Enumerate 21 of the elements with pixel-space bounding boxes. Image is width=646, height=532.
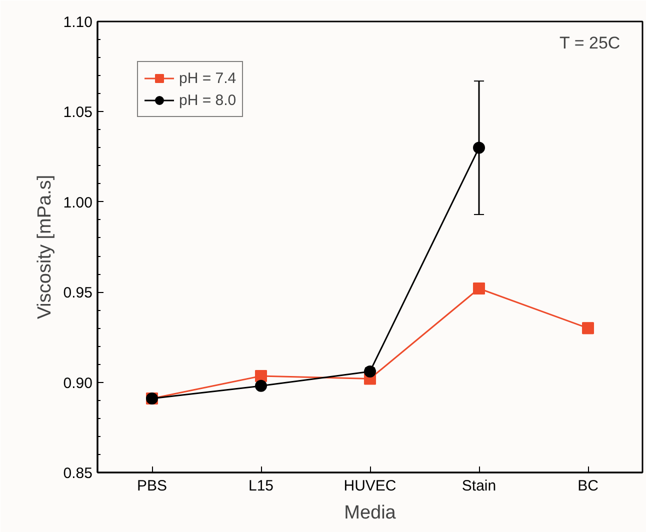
x-tick-label: HUVEC (344, 478, 396, 494)
y-tick-label: 1.00 (63, 194, 93, 212)
point (473, 282, 485, 294)
y-tick-label: 0.90 (63, 374, 93, 392)
point (473, 142, 485, 154)
x-axis-title: Media (344, 502, 396, 524)
y-tick-label: 0.85 (63, 465, 93, 482)
y-axis-title: Viscosity [mPa.s] (34, 174, 56, 320)
point (364, 365, 376, 378)
point (255, 370, 267, 382)
point (255, 380, 267, 392)
legend-label: pH = 7.4 (179, 70, 236, 86)
x-tick-label: BC (578, 478, 599, 494)
annotation: T = 25C (560, 34, 620, 52)
y-tick-label: 1.10 (63, 14, 93, 31)
x-tick-label: PBS (136, 478, 168, 494)
y-tick-label: 1.05 (63, 104, 93, 122)
x-tick-label: L15 (248, 478, 274, 494)
x-tick-label: Stain (462, 478, 496, 494)
legend-label: pH = 8.0 (179, 92, 236, 108)
y-tick-label: 0.95 (63, 284, 93, 302)
